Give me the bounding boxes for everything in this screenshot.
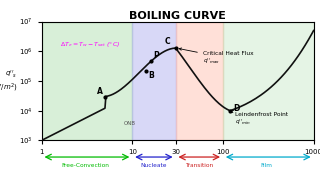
Text: Film: Film (260, 163, 272, 168)
Text: B: B (148, 71, 154, 80)
Text: D: D (233, 104, 239, 113)
Bar (42, 22, 132, 140)
Text: Critical Heat Flux
$q''_{max}$: Critical Heat Flux $q''_{max}$ (179, 48, 253, 66)
Text: C: C (164, 37, 170, 46)
Text: Nucleate: Nucleate (140, 163, 166, 168)
Text: A: A (97, 87, 102, 96)
Text: $\Delta T_e = T_w - T_{sat}$ (°C): $\Delta T_e = T_w - T_{sat}$ (°C) (60, 40, 120, 49)
Text: Transition: Transition (185, 163, 213, 168)
Y-axis label: $q''_s$
$(W/m^2)$: $q''_s$ $(W/m^2)$ (0, 68, 17, 94)
Bar (223, 22, 314, 140)
Text: Leindenfrost Point
$q''_{min}$: Leindenfrost Point $q''_{min}$ (231, 111, 288, 127)
Bar (132, 22, 176, 140)
Title: BOILING CURVE: BOILING CURVE (129, 11, 226, 21)
Text: ONB: ONB (124, 121, 136, 126)
Text: Free-Convection: Free-Convection (61, 163, 109, 168)
Text: P: P (154, 51, 159, 60)
Bar (176, 22, 223, 140)
